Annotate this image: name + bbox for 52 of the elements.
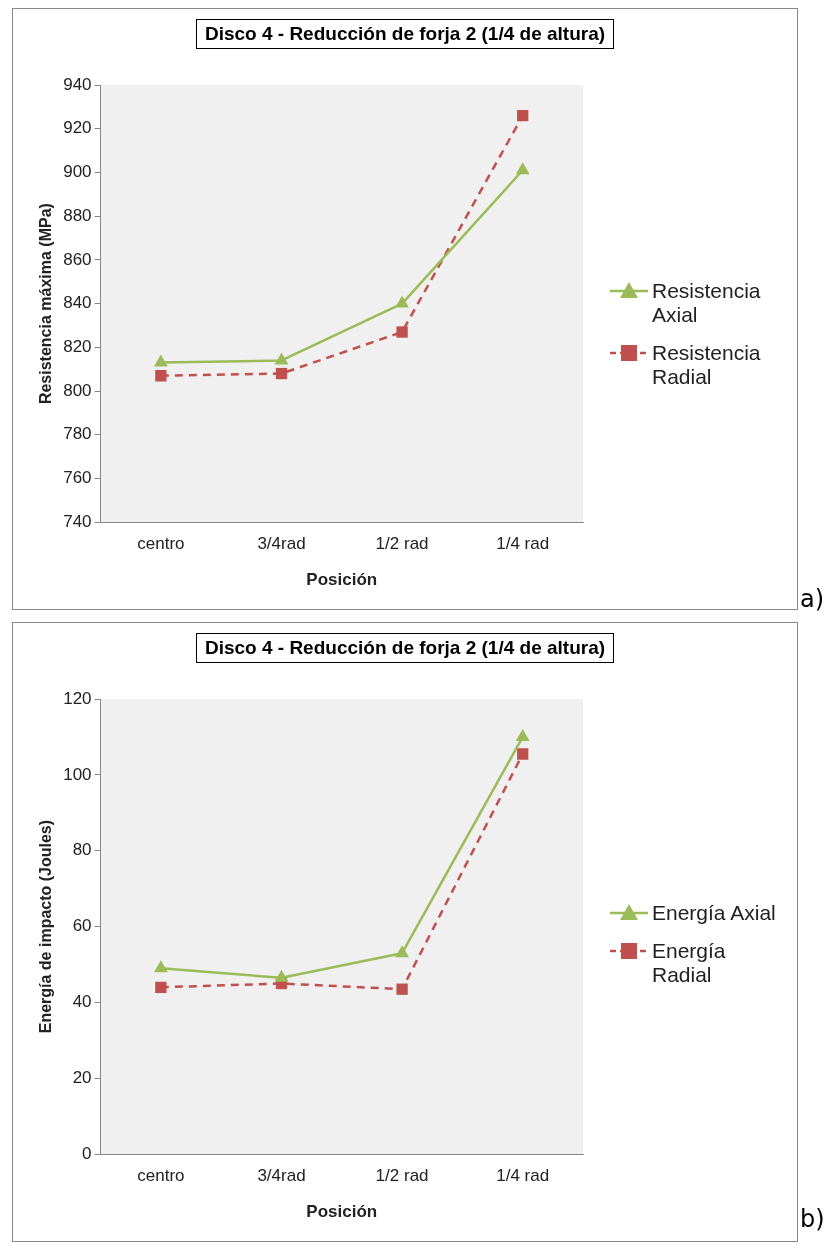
y-tick-label: 900 bbox=[63, 162, 92, 182]
legend-label: Energía Axial bbox=[652, 901, 776, 926]
y-tick-label: 40 bbox=[72, 992, 92, 1012]
legend-label: Energía Radial bbox=[652, 939, 727, 988]
y-tick-label: 20 bbox=[72, 1068, 92, 1088]
y-tick-label: 120 bbox=[63, 688, 92, 708]
x-tick-label: 3/4rad bbox=[257, 1166, 306, 1186]
text: b) bbox=[800, 1205, 825, 1233]
y-tick-label: 940 bbox=[63, 74, 92, 94]
point bbox=[153, 354, 168, 367]
y-tick-label: 780 bbox=[63, 424, 92, 444]
x-tick-label: 1/2 rad bbox=[375, 1166, 429, 1186]
point bbox=[155, 370, 167, 382]
x-tick-label: centro bbox=[137, 1166, 185, 1186]
y-axis-title: Resistencia máxima (MPa) bbox=[37, 203, 55, 405]
text: a) bbox=[800, 585, 825, 613]
chart-title: Disco 4 - Reducción de forja 2 (1/4 de altura) bbox=[195, 19, 615, 49]
chart-title: Disco 4 - Reducción de forja 2 (1/4 de altura) bbox=[195, 633, 615, 663]
point bbox=[515, 728, 530, 741]
y-tick-label: 0 bbox=[82, 1143, 92, 1163]
point bbox=[153, 960, 168, 973]
point bbox=[515, 162, 530, 175]
y-tick-label: 100 bbox=[63, 764, 92, 784]
x-tick-label: 1/4 rad bbox=[496, 534, 550, 554]
y-tick-label: 80 bbox=[72, 840, 92, 860]
legend-label: Resistencia Radial bbox=[652, 341, 762, 389]
point bbox=[396, 326, 408, 338]
point bbox=[395, 295, 410, 308]
y-tick-label: 740 bbox=[63, 511, 92, 531]
y-tick-label: 760 bbox=[63, 468, 92, 488]
point bbox=[396, 983, 408, 995]
point bbox=[275, 367, 288, 380]
x-axis-title: Posición bbox=[306, 1202, 378, 1222]
point bbox=[274, 352, 289, 365]
point bbox=[395, 945, 410, 958]
x-tick-label: 3/4rad bbox=[257, 534, 306, 554]
y-tick-label: 820 bbox=[63, 337, 92, 357]
y-axis-title: Energía de impacto (Joules) bbox=[37, 819, 55, 1034]
y-tick-label: 840 bbox=[63, 293, 92, 313]
x-axis-title: Posición bbox=[306, 570, 378, 590]
legend-label: Resistencia Axial bbox=[652, 279, 762, 327]
y-tick-label: 800 bbox=[63, 380, 92, 400]
y-tick-label: 880 bbox=[63, 205, 92, 225]
x-tick-label: 1/4 rad bbox=[496, 1166, 550, 1186]
x-tick-label: centro bbox=[137, 534, 185, 554]
point bbox=[155, 981, 167, 993]
point bbox=[517, 109, 529, 122]
point bbox=[274, 969, 289, 982]
y-tick-label: 60 bbox=[72, 916, 92, 936]
y-tick-label: 920 bbox=[63, 118, 92, 138]
x-tick-label: 1/2 rad bbox=[375, 534, 429, 554]
y-tick-label: 860 bbox=[63, 249, 92, 269]
